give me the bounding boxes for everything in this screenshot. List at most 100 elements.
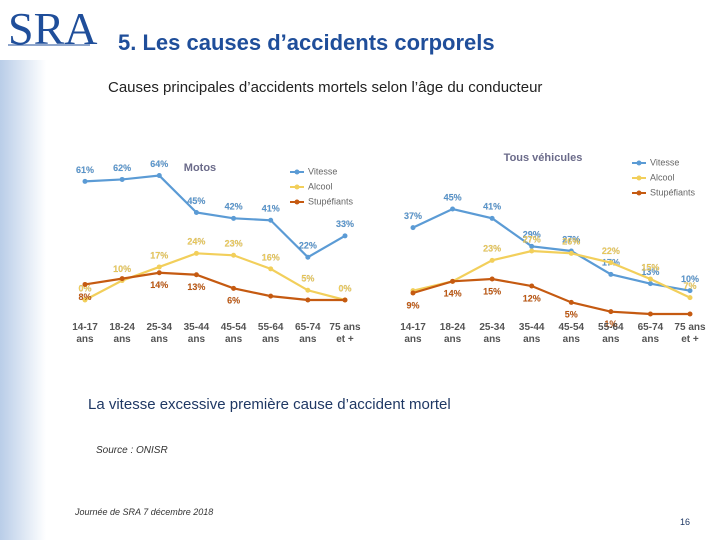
point: [529, 283, 535, 289]
point: [231, 215, 237, 221]
point: [489, 276, 495, 282]
series-line: [84, 174, 346, 259]
point: [529, 248, 535, 254]
series-line: [412, 249, 691, 299]
point: [450, 206, 456, 212]
data-label: 15%: [641, 262, 659, 272]
data-label: 10%: [113, 264, 131, 274]
point: [647, 311, 653, 317]
data-label: 10%: [681, 274, 699, 284]
x-tick-label: 45-54 ans: [558, 322, 585, 345]
data-label: 41%: [262, 204, 280, 214]
x-tick-label: 35-44 ans: [518, 322, 545, 345]
series-line: [84, 271, 345, 302]
data-label: 27%: [523, 234, 541, 244]
legend-label: Stupéfiants: [650, 187, 696, 197]
data-label: 37%: [404, 211, 422, 221]
data-label: 13%: [641, 267, 659, 277]
legend-label: Alcool: [650, 172, 675, 182]
point: [82, 281, 88, 287]
side-strip: [0, 60, 46, 540]
point: [268, 217, 274, 223]
point: [305, 254, 311, 260]
point: [156, 264, 162, 270]
point: [268, 293, 274, 299]
legend-marker: [636, 190, 642, 196]
point: [568, 250, 574, 256]
data-label: 33%: [336, 219, 354, 229]
point: [119, 276, 125, 282]
x-tick-label: 18-24 ans: [439, 322, 466, 345]
x-tick-label: 65-74 ans: [637, 322, 664, 345]
point: [231, 252, 237, 258]
x-tick-label: 75 ans et +: [674, 322, 706, 345]
x-tick-label: 55-64 ans: [257, 322, 284, 345]
legend-marker: [636, 160, 642, 166]
chart-title: Motos: [184, 162, 216, 174]
data-label: 22%: [299, 241, 317, 251]
data-label: 14%: [444, 289, 462, 299]
data-label: 45%: [444, 192, 462, 202]
point: [647, 281, 653, 287]
point: [687, 311, 693, 317]
data-label: 9%: [406, 300, 419, 310]
legend-label: Vitesse: [308, 166, 337, 176]
point: [568, 299, 574, 305]
legend-marker: [294, 199, 300, 205]
data-label: 29%: [523, 230, 541, 240]
slide-title: 5. Les causes d’accidents corporels: [118, 30, 495, 55]
source: Source : ONISR: [96, 445, 168, 456]
series-line: [412, 207, 691, 292]
x-tick-label: 65-74 ans: [295, 322, 321, 345]
point: [305, 297, 311, 303]
chart-title: Tous véhicules: [504, 152, 583, 164]
data-label: 22%: [602, 246, 620, 256]
legend-label: Stupéfiants: [308, 196, 354, 206]
point: [193, 210, 199, 215]
data-label: 24%: [187, 237, 205, 247]
point: [342, 233, 348, 239]
x-tick-label: 14-17 ans: [400, 322, 426, 345]
data-label: 27%: [562, 234, 580, 244]
point: [305, 287, 311, 293]
logo: SRA: [8, 3, 98, 54]
data-label: 5%: [301, 274, 314, 284]
data-label: 5%: [565, 310, 578, 320]
point: [410, 225, 416, 231]
data-label: 0%: [78, 283, 91, 293]
series-line: [412, 277, 690, 316]
point: [489, 215, 495, 221]
point: [268, 266, 274, 272]
point: [342, 297, 348, 303]
data-label: 23%: [483, 244, 501, 254]
point: [156, 173, 162, 179]
point: [529, 243, 535, 249]
data-label: 0%: [338, 283, 351, 293]
page-number: 16: [680, 517, 691, 527]
point: [119, 176, 125, 182]
point: [489, 257, 495, 263]
data-label: 15%: [483, 286, 501, 296]
legend-marker: [636, 175, 642, 181]
x-tick-label: 14-17 ans: [72, 322, 98, 345]
subtitle: Causes principales d’accidents mortels s…: [108, 79, 543, 96]
point: [82, 297, 88, 303]
x-tick-label: 25-34 ans: [479, 322, 505, 345]
data-label: 45%: [187, 196, 205, 206]
point: [647, 276, 653, 282]
point: [156, 270, 162, 276]
legend-marker: [294, 169, 300, 175]
data-label: 23%: [225, 239, 243, 249]
data-label: 17%: [150, 250, 168, 260]
data-label: 7%: [683, 281, 696, 291]
point: [687, 295, 693, 301]
point: [608, 260, 614, 266]
data-label: 12%: [523, 293, 541, 303]
x-tick-label: 25-34 ans: [146, 322, 173, 345]
data-label: 8%: [78, 292, 91, 302]
point: [450, 278, 456, 284]
point: [82, 178, 88, 184]
data-label: 62%: [113, 163, 131, 173]
